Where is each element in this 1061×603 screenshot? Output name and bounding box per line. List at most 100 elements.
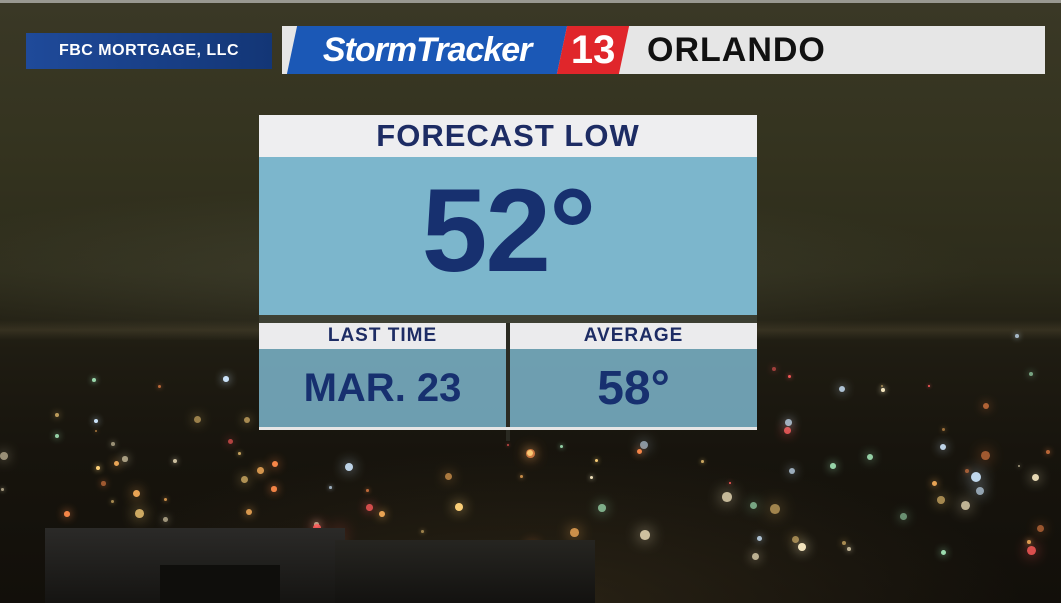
city-light bbox=[1032, 474, 1040, 482]
city-light bbox=[971, 472, 981, 482]
city-light bbox=[701, 460, 704, 463]
city-light bbox=[900, 513, 907, 520]
last-time-label: LAST TIME bbox=[259, 323, 506, 349]
last-time-panel: LAST TIME MAR. 23 bbox=[259, 323, 506, 427]
city-light bbox=[637, 449, 642, 454]
city-light bbox=[789, 468, 796, 475]
city-light bbox=[96, 466, 100, 470]
city-light bbox=[133, 490, 141, 498]
city-light bbox=[640, 441, 649, 450]
city-light bbox=[976, 487, 985, 496]
city-light bbox=[752, 553, 759, 560]
city-light bbox=[839, 386, 845, 392]
city-light bbox=[163, 517, 168, 522]
city-light bbox=[598, 504, 606, 512]
city-light bbox=[1027, 546, 1036, 555]
city-light bbox=[122, 456, 128, 462]
city-light bbox=[366, 489, 369, 492]
city-light bbox=[830, 463, 836, 469]
city-light bbox=[1015, 334, 1019, 338]
logo-brand-number: 13 bbox=[570, 27, 616, 72]
city-light bbox=[590, 476, 593, 479]
city-light bbox=[520, 475, 523, 478]
logo-number-block: 13 bbox=[556, 26, 630, 74]
city-light bbox=[64, 511, 70, 517]
panel-divider bbox=[506, 323, 510, 441]
city-name: ORLANDO bbox=[647, 30, 826, 69]
city-light bbox=[941, 550, 947, 556]
city-light bbox=[272, 461, 279, 468]
city-light bbox=[421, 530, 424, 533]
city-light bbox=[379, 511, 385, 517]
city-light bbox=[101, 481, 106, 486]
city-light bbox=[983, 403, 990, 410]
city-light bbox=[164, 498, 168, 502]
forecast-main-panel: 52° bbox=[259, 157, 757, 315]
card-bottom-edge bbox=[259, 427, 757, 430]
city-light bbox=[784, 427, 791, 434]
city-light bbox=[965, 469, 969, 473]
city-light bbox=[867, 454, 874, 461]
city-light bbox=[772, 367, 777, 372]
city-light bbox=[194, 416, 201, 423]
city-light bbox=[729, 482, 732, 485]
average-label: AVERAGE bbox=[510, 323, 757, 349]
city-light bbox=[244, 417, 250, 423]
city-light bbox=[881, 388, 885, 392]
city-light bbox=[246, 509, 252, 515]
average-value: 58° bbox=[510, 349, 757, 427]
city-light bbox=[1037, 525, 1044, 532]
city-light bbox=[928, 385, 930, 387]
city-light bbox=[798, 543, 806, 551]
city-light bbox=[722, 492, 732, 502]
city-light bbox=[1, 488, 4, 491]
city-light bbox=[55, 434, 60, 439]
city-light bbox=[770, 504, 780, 514]
stormtracker-logo: StormTracker 13 bbox=[282, 26, 630, 74]
city-light bbox=[95, 430, 98, 433]
city-light bbox=[1029, 372, 1034, 377]
city-light bbox=[788, 375, 792, 379]
city-light bbox=[1018, 465, 1021, 468]
city-light bbox=[750, 502, 758, 510]
city-light bbox=[92, 378, 96, 382]
city-light bbox=[158, 385, 162, 389]
last-time-value: MAR. 23 bbox=[259, 349, 506, 427]
city-light bbox=[455, 503, 464, 512]
city-light bbox=[445, 473, 453, 481]
card-separator bbox=[259, 315, 757, 323]
logo-brand-name: StormTracker bbox=[322, 30, 532, 69]
city-light bbox=[942, 428, 946, 432]
top-border bbox=[0, 0, 1061, 3]
city-light bbox=[238, 452, 241, 455]
forecast-title: FORECAST LOW bbox=[259, 115, 757, 157]
city-light bbox=[257, 467, 264, 474]
city-light bbox=[241, 476, 248, 483]
city-light bbox=[937, 496, 945, 504]
city-light bbox=[173, 459, 177, 463]
city-light bbox=[1046, 450, 1050, 454]
city-light bbox=[640, 530, 650, 540]
city-light bbox=[135, 509, 144, 518]
foreground-building bbox=[160, 565, 280, 603]
city-light bbox=[981, 451, 990, 460]
city-light bbox=[507, 444, 510, 447]
city-light bbox=[94, 419, 99, 424]
city-light bbox=[366, 504, 373, 511]
city-light bbox=[792, 536, 800, 544]
sponsor-badge: FBC MORTGAGE, LLC bbox=[26, 33, 272, 69]
city-light bbox=[223, 376, 229, 382]
city-light bbox=[329, 486, 332, 489]
city-light bbox=[757, 536, 762, 541]
city-light bbox=[932, 481, 938, 487]
city-light bbox=[345, 463, 354, 472]
city-light bbox=[570, 528, 579, 537]
city-light bbox=[111, 500, 115, 504]
city-light bbox=[527, 450, 534, 457]
city-light bbox=[842, 541, 847, 546]
city-light bbox=[55, 413, 60, 418]
forecast-low-temperature: 52° bbox=[421, 165, 596, 297]
city-light bbox=[111, 442, 115, 446]
city-light bbox=[114, 461, 120, 467]
city-light bbox=[785, 419, 792, 426]
